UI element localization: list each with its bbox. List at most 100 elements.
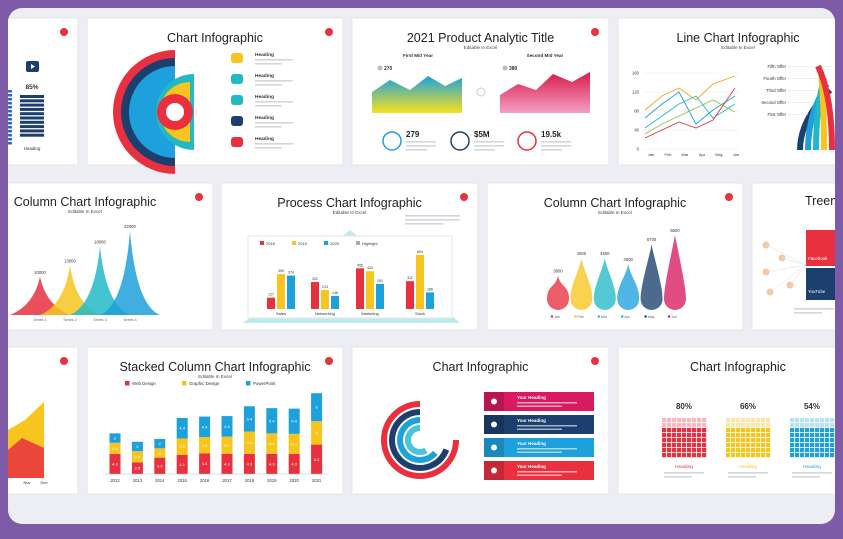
waffle-cell	[790, 423, 795, 428]
waffle-cell	[756, 448, 761, 453]
value-label: 374	[288, 271, 294, 275]
waffle-cell	[805, 438, 810, 443]
placeholder-line	[517, 448, 577, 450]
slide-number-badge	[325, 28, 333, 36]
waffle-cell	[795, 438, 800, 443]
waffle-cell	[815, 448, 820, 453]
x-tick-label: May	[715, 152, 723, 157]
placeholder-line	[728, 476, 756, 478]
x-tick-label: 2016	[200, 478, 210, 483]
placeholder-line	[406, 141, 436, 143]
stat-bar	[20, 95, 44, 98]
segment-label: 3.5	[202, 443, 208, 448]
value-label: 127	[268, 293, 274, 297]
bar-segment	[221, 453, 233, 474]
placeholder-line	[517, 471, 577, 473]
waffle-cell	[825, 438, 830, 443]
waffle-cell	[741, 418, 746, 423]
x-tick-label: 2020	[290, 478, 300, 483]
waffle-cell	[726, 443, 731, 448]
segment-label: 4.4	[269, 441, 275, 446]
waffle-cell	[830, 438, 835, 443]
waffle-cell	[682, 448, 687, 453]
slide	[486, 182, 744, 331]
edge-stripe	[8, 134, 12, 137]
waffle-cell	[746, 423, 751, 428]
segment-label: 5	[315, 430, 318, 435]
segment-label: 6	[315, 405, 318, 410]
waffle-cell	[810, 433, 815, 438]
waffle-cell	[756, 418, 761, 423]
waffle-cell	[672, 428, 677, 433]
waffle-cell	[815, 433, 820, 438]
waffle-cell	[825, 443, 830, 448]
y-tick-label: 160	[632, 71, 640, 76]
waffle-cell	[682, 453, 687, 458]
x-tick-label: Mar	[682, 152, 690, 157]
placeholder-line	[794, 308, 834, 310]
bar	[331, 295, 339, 309]
item-icon	[231, 53, 243, 63]
placeholder-line	[255, 147, 282, 149]
category-label: Marketing	[361, 311, 379, 316]
placeholder-line	[255, 122, 293, 124]
bar	[267, 297, 275, 309]
value-label: 604	[417, 250, 423, 254]
waffle-cell	[756, 443, 761, 448]
legend-dot	[550, 315, 554, 318]
waffle-cell	[736, 433, 741, 438]
waffle-cell	[810, 443, 815, 448]
bar-segment	[176, 417, 188, 439]
waffle-cell	[830, 448, 835, 453]
legend-swatch	[246, 381, 251, 386]
segment-label: 4.4	[202, 424, 208, 429]
slide	[8, 17, 79, 166]
line-series	[644, 91, 736, 125]
waffle-cell	[790, 438, 795, 443]
item-icon	[231, 95, 243, 105]
placeholder-line	[405, 219, 460, 221]
legend-label: Web Design	[132, 381, 156, 386]
waffle-cell	[677, 418, 682, 423]
line-series	[644, 95, 736, 129]
item-icon	[231, 116, 243, 126]
waffle-cell	[682, 418, 687, 423]
list-heading: Your Heading	[517, 418, 546, 423]
legend-label: 2018	[266, 241, 276, 246]
value-dot	[377, 65, 383, 71]
waffle-cell	[682, 443, 687, 448]
percent: 54%	[804, 402, 820, 411]
waffle-cell	[726, 453, 731, 458]
bar-segment	[199, 453, 211, 474]
category-label: Jun	[671, 315, 677, 319]
waffle-cell	[795, 428, 800, 433]
value-label: 311	[407, 276, 413, 280]
peak	[100, 231, 160, 315]
slide-number-badge	[460, 193, 468, 201]
bar-segment	[221, 416, 233, 437]
stat-bar	[20, 116, 44, 120]
category-label: Apr	[624, 315, 630, 319]
bar-segment	[288, 433, 300, 454]
value-label: 3000	[553, 268, 563, 273]
waffle-cell	[790, 448, 795, 453]
offer-label: First Offer	[767, 112, 786, 117]
waffle-cell	[741, 438, 746, 443]
segment-label: 6.3	[314, 457, 320, 462]
waffle-cell	[677, 433, 682, 438]
placeholder-line	[517, 405, 562, 407]
segment-label: 4.3	[112, 461, 118, 466]
slide-title: Chart Infographic	[433, 360, 529, 374]
waffle-cell	[800, 438, 805, 443]
placeholder-line	[255, 80, 293, 82]
waffle-cell	[687, 438, 692, 443]
waffle-cell	[697, 418, 702, 423]
waffle-cell	[697, 438, 702, 443]
waffle-cell	[741, 433, 746, 438]
item-icon	[231, 74, 243, 84]
waffle-cell	[677, 428, 682, 433]
legend-dot	[574, 315, 577, 318]
value-label: 455	[357, 263, 363, 267]
x-tick-label: Feb	[665, 152, 673, 157]
waffle-cell	[830, 443, 835, 448]
